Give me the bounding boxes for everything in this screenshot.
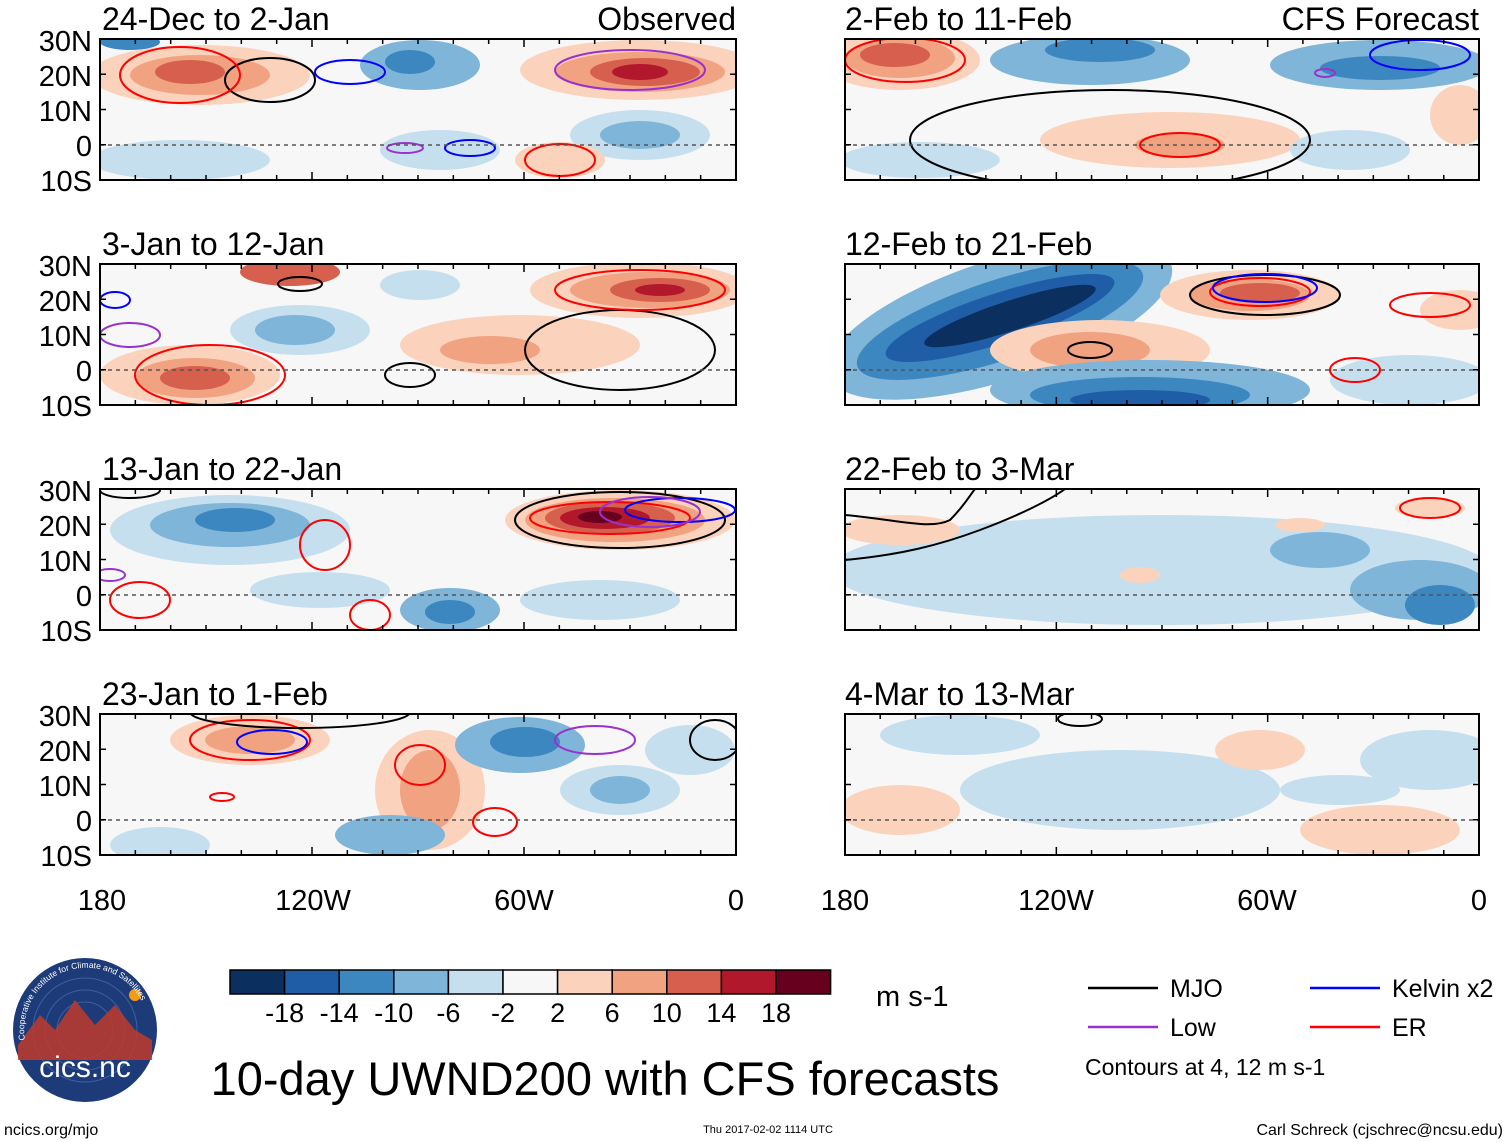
svg-text:0: 0 xyxy=(76,131,92,163)
panel-forecast-4: 4-Mar to 13-Mar xyxy=(844,676,1480,856)
panel-period-title: 12-Feb to 21-Feb xyxy=(845,226,1092,262)
colorbar-label: -18 xyxy=(265,998,304,1028)
colorbar-units: m s-1 xyxy=(876,981,949,1013)
observed-label: Observed xyxy=(597,1,736,37)
longitude-axis-left: 180 120W 60W 0 xyxy=(78,885,744,917)
svg-text:30N: 30N xyxy=(39,26,92,58)
panel-observed-2: 3-Jan to 12-Jan xyxy=(39,226,737,423)
colorbar-label: -14 xyxy=(320,998,359,1028)
colorbar-label: -2 xyxy=(491,998,515,1028)
legend-label-kelvin: Kelvin x2 xyxy=(1392,975,1493,1003)
svg-text:0: 0 xyxy=(728,885,744,917)
panel-period-title: 3-Jan to 12-Jan xyxy=(102,226,324,262)
axis-tick-marks xyxy=(99,38,1480,856)
latitude-axis: 30N 20N 10N 0 10S xyxy=(39,26,92,198)
svg-text:10N: 10N xyxy=(39,771,92,803)
panel-period-title: 2-Feb to 11-Feb xyxy=(845,1,1072,37)
panel-period-title: 24-Dec to 2-Jan xyxy=(102,1,330,37)
wind-anomaly-field xyxy=(100,714,736,855)
colorbar-box xyxy=(611,969,668,995)
svg-text:10S: 10S xyxy=(40,616,92,648)
svg-text:30N: 30N xyxy=(39,251,92,283)
svg-text:10N: 10N xyxy=(39,546,92,578)
wind-anomaly-field xyxy=(845,489,1479,630)
svg-text:30N: 30N xyxy=(39,701,92,733)
colorbar-label: 2 xyxy=(550,998,565,1028)
legend-label-er: ER xyxy=(1392,1014,1427,1042)
colorbar-label: 18 xyxy=(761,998,791,1028)
colorbar: -18 -14 -10 -6 -2 2 6 10 14 18 m s-1 xyxy=(229,969,949,1028)
legend-contour-note: Contours at 4, 12 m s-1 xyxy=(1085,1054,1325,1080)
svg-text:0: 0 xyxy=(1471,885,1487,917)
svg-text:20N: 20N xyxy=(39,61,92,93)
svg-text:180: 180 xyxy=(78,885,126,917)
colorbar-label: -6 xyxy=(436,998,460,1028)
main-title: 10-day UWND200 with CFS forecasts xyxy=(211,1052,1000,1105)
panel-period-title: 22-Feb to 3-Mar xyxy=(845,451,1075,487)
svg-text:60W: 60W xyxy=(1237,885,1297,917)
colorbar-box xyxy=(556,969,613,995)
colorbar-box xyxy=(338,969,395,995)
svg-text:180: 180 xyxy=(821,885,869,917)
svg-text:120W: 120W xyxy=(275,885,351,917)
latitude-axis: 30N 20N 10N 0 10S xyxy=(39,701,92,873)
wind-anomaly-field xyxy=(845,264,1479,405)
colorbar-label: 6 xyxy=(605,998,620,1028)
svg-text:0: 0 xyxy=(76,581,92,613)
legend-label-low: Low xyxy=(1170,1014,1217,1042)
svg-text:10N: 10N xyxy=(39,96,92,128)
logo-text: cics.nc xyxy=(39,1051,131,1084)
latitude-axis: 30N 20N 10N 0 10S xyxy=(39,251,92,423)
svg-text:20N: 20N xyxy=(39,736,92,768)
panel-observed-4: 23-Jan to 1-Feb xyxy=(39,676,737,873)
panel-forecast-3: 22-Feb to 3-Mar xyxy=(844,451,1480,631)
colorbar-box xyxy=(720,969,777,995)
forecast-label: CFS Forecast xyxy=(1282,1,1479,37)
legend: MJO Kelvin x2 Low ER Contours at 4, 12 m… xyxy=(1085,975,1493,1080)
svg-text:10S: 10S xyxy=(40,841,92,873)
svg-text:0: 0 xyxy=(76,356,92,388)
panel-forecast-2: 12-Feb to 21-Feb xyxy=(844,226,1480,406)
colorbar-box xyxy=(393,969,450,995)
colorbar-label: 10 xyxy=(652,998,682,1028)
colorbar-box xyxy=(447,969,504,995)
svg-text:0: 0 xyxy=(76,806,92,838)
wind-anomaly-field xyxy=(100,39,736,180)
colorbar-boxes xyxy=(229,969,832,995)
wind-anomaly-field xyxy=(100,489,736,630)
svg-text:20N: 20N xyxy=(39,286,92,318)
footer-author: Carl Schreck (cjschrec@ncsu.edu) xyxy=(1256,1122,1503,1139)
colorbar-box xyxy=(666,969,723,995)
legend-label-mjo: MJO xyxy=(1170,975,1223,1003)
svg-text:10S: 10S xyxy=(40,166,92,198)
wind-anomaly-field xyxy=(100,264,736,405)
panel-observed-3: 13-Jan to 22-Jan xyxy=(39,451,737,648)
cics-logo: cics.nc Cooperative Institute for Climat… xyxy=(13,958,157,1102)
colorbar-label: -10 xyxy=(374,998,413,1028)
colorbar-labels: -18 -14 -10 -6 -2 2 6 10 14 18 xyxy=(265,998,791,1028)
svg-text:60W: 60W xyxy=(494,885,554,917)
wind-anomaly-field xyxy=(845,39,1479,180)
footer-url: ncics.org/mjo xyxy=(4,1122,98,1139)
svg-text:30N: 30N xyxy=(39,476,92,508)
panel-observed-1: 24-Dec to 2-Jan Observed xyxy=(39,1,737,198)
colorbar-box xyxy=(229,969,286,995)
colorbar-label: 14 xyxy=(706,998,736,1028)
longitude-axis-right: 180 120W 60W 0 xyxy=(821,885,1487,917)
colorbar-box xyxy=(283,969,340,995)
panel-period-title: 23-Jan to 1-Feb xyxy=(102,676,328,712)
svg-text:20N: 20N xyxy=(39,511,92,543)
panel-period-title: 13-Jan to 22-Jan xyxy=(102,451,342,487)
panel-period-title: 4-Mar to 13-Mar xyxy=(845,676,1075,712)
svg-text:10S: 10S xyxy=(40,391,92,423)
panel-forecast-1: 2-Feb to 11-Feb CFS Forecast xyxy=(844,1,1480,181)
colorbar-box xyxy=(775,969,832,995)
latitude-axis: 30N 20N 10N 0 10S xyxy=(39,476,92,648)
svg-text:10N: 10N xyxy=(39,321,92,353)
wind-anomaly-field xyxy=(845,714,1479,855)
svg-text:120W: 120W xyxy=(1018,885,1094,917)
footer-timestamp: Thu 2017-02-02 1114 UTC xyxy=(703,1124,833,1136)
colorbar-box xyxy=(502,969,559,995)
